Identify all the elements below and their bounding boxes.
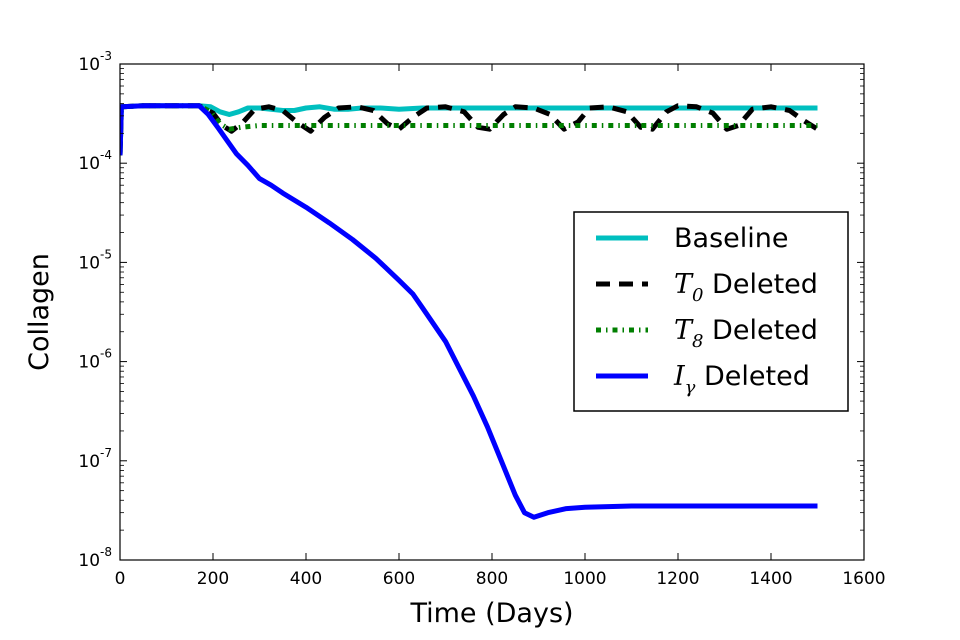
series-line-4 <box>120 103 818 520</box>
y-tick-label: 10-5 <box>78 247 112 273</box>
y-tick-label: 10-4 <box>78 148 112 174</box>
ticks-layer <box>119 63 865 561</box>
legend-label-1: Baseline <box>674 223 788 254</box>
x-tick-label: 400 <box>290 569 322 589</box>
x-axis-title: Time (Days) <box>409 598 573 629</box>
legend: Baseline T0 Deleted T8 Deleted Iγ Deleted <box>573 211 849 412</box>
x-tick-label: 600 <box>383 569 415 589</box>
x-tick-label: 1600 <box>842 569 885 589</box>
legend-label-3: T8 Deleted <box>674 315 818 352</box>
y-tick-label: 10-7 <box>78 446 112 472</box>
x-tick-label: 1400 <box>749 569 792 589</box>
y-tick-label: 10-3 <box>78 49 112 75</box>
legend-label-2: T0 Deleted <box>674 269 818 306</box>
y-tick-label: 10-6 <box>78 347 112 373</box>
y-tick-label: 10-8 <box>78 545 112 571</box>
x-tick-label: 1000 <box>563 569 606 589</box>
legend-label-4: Iγ Deleted <box>673 361 810 398</box>
x-tick-label: 200 <box>197 569 229 589</box>
x-tick-label: 0 <box>115 569 126 589</box>
y-axis-title: Collagen <box>24 253 55 371</box>
tick-labels-layer: 0 200 400 600 800 1000 1200 1400 1600 10-8 10-7 10-… <box>78 49 885 589</box>
series-layer <box>120 103 819 520</box>
x-tick-label: 800 <box>476 569 508 589</box>
x-tick-label: 1200 <box>656 569 699 589</box>
series-line-2 <box>120 103 819 156</box>
